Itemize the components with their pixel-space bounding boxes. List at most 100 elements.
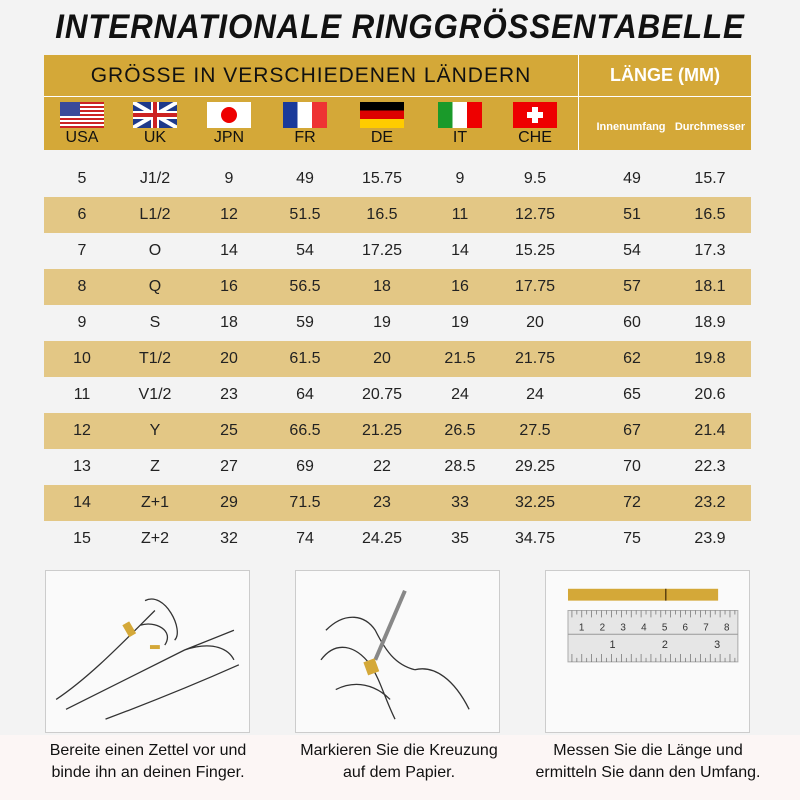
table-cell: 17.3 <box>694 242 726 259</box>
country-code: JPN <box>213 129 245 146</box>
table-row: 7 O 14 54 17.25 14 15.25 54 17.3 <box>44 233 751 269</box>
table-cell: O <box>148 242 162 259</box>
table-cell: 20.75 <box>361 386 403 403</box>
table-row: 13 Z 27 69 22 28.5 29.25 70 22.3 <box>44 449 751 485</box>
table-cell: 24 <box>451 386 469 403</box>
step-3-line-2: ermitteln Sie dann den Umfang. <box>535 764 761 781</box>
table-cell: 21.5 <box>444 350 476 367</box>
table-cell: 71.5 <box>289 494 321 511</box>
table-cell: 56.5 <box>289 278 321 295</box>
table-cell: 54 <box>623 242 641 259</box>
table-cell: 49 <box>296 170 314 187</box>
country-code: FR <box>294 129 316 146</box>
table-row: 5 J1/2 9 49 15.75 9 9.5 49 15.7 <box>44 161 751 197</box>
table-cell: 8 <box>77 278 87 295</box>
step-2-line-2: auf dem Papier. <box>342 764 456 781</box>
germany-flag-icon <box>360 102 404 128</box>
ruler-mark: 5 <box>662 622 668 633</box>
table-cell: 17.25 <box>361 242 403 259</box>
table-cell: 16 <box>220 278 238 295</box>
table-cell: 10 <box>73 350 91 367</box>
table-cell: 24.25 <box>361 530 403 547</box>
table-header: GRÖSSE IN VERSCHIEDENEN LÄNDERN LÄNGE (M… <box>44 55 751 150</box>
table-cell: 23 <box>373 494 391 511</box>
divider <box>578 55 579 150</box>
table-cell: 51.5 <box>289 206 321 223</box>
switzerland-flag-icon <box>513 102 557 128</box>
country-code: USA <box>65 129 99 146</box>
japan-flag-icon <box>207 102 251 128</box>
table-cell: 29.25 <box>514 458 556 475</box>
table-row: 8 Q 16 56.5 18 16 17.75 57 18.1 <box>44 269 751 305</box>
country-uk: UK <box>125 102 185 147</box>
table-cell: 32.25 <box>514 494 556 511</box>
table-cell: Z+1 <box>140 494 169 511</box>
table-cell: 51 <box>623 206 641 223</box>
table-cell: 12 <box>220 206 238 223</box>
table-cell: 6 <box>77 206 87 223</box>
table-cell: 66.5 <box>289 422 321 439</box>
step-2-illustration <box>295 570 500 733</box>
table-row: 6 L1/2 12 51.5 16.5 11 12.75 51 16.5 <box>44 197 751 233</box>
table-cell: 15.75 <box>361 170 403 187</box>
table-cell: 28.5 <box>444 458 476 475</box>
table-row: 12 Y 25 66.5 21.25 26.5 27.5 67 21.4 <box>44 413 751 449</box>
ruler-mark: 2 <box>662 639 668 651</box>
table-cell: V1/2 <box>138 386 172 403</box>
table-cell: 15.25 <box>514 242 556 259</box>
table-cell: 14 <box>220 242 238 259</box>
table-cell: 21.4 <box>694 422 726 439</box>
table-cell: Y <box>149 422 161 439</box>
uk-flag-icon <box>133 102 177 128</box>
table-cell: 22.3 <box>694 458 726 475</box>
table-cell: 18.9 <box>694 314 726 331</box>
table-cell: 70 <box>623 458 641 475</box>
table-cell: 12.75 <box>514 206 556 223</box>
table-cell: 5 <box>77 170 87 187</box>
table-cell: J1/2 <box>139 170 171 187</box>
step-1-line-1: Bereite einen Zettel vor und <box>49 742 247 759</box>
table-cell: 20 <box>220 350 238 367</box>
table-cell: 74 <box>296 530 314 547</box>
country-code: IT <box>452 129 468 146</box>
table-cell: 19 <box>373 314 391 331</box>
table-cell: Z+2 <box>140 530 169 547</box>
table-cell: 62 <box>623 350 641 367</box>
table-cell: 32 <box>220 530 238 547</box>
table-cell: L1/2 <box>139 206 171 223</box>
ruler-mark: 7 <box>703 622 708 633</box>
table-cell: 33 <box>451 494 469 511</box>
country-usa: USA <box>52 102 112 147</box>
table-cell: 12 <box>73 422 91 439</box>
countries-header: GRÖSSE IN VERSCHIEDENEN LÄNDERN <box>90 64 532 87</box>
table-cell: 22 <box>373 458 391 475</box>
table-cell: S <box>149 314 161 331</box>
table-cell: 14 <box>451 242 469 259</box>
table-cell: 18 <box>373 278 391 295</box>
ruler-mark: 2 <box>600 622 605 633</box>
table-cell: 16.5 <box>694 206 726 223</box>
page-title: INTERNATIONALE RINGGRÖSSENTABELLE <box>55 8 745 46</box>
ruler-mark: 6 <box>683 622 689 633</box>
table-cell: 25 <box>220 422 238 439</box>
table-cell: 69 <box>296 458 314 475</box>
table-row: 9 S 18 59 19 19 20 60 18.9 <box>44 305 751 341</box>
table-cell: 14 <box>73 494 91 511</box>
table-cell: 23 <box>220 386 238 403</box>
table-cell: 65 <box>623 386 641 403</box>
table-cell: 34.75 <box>514 530 556 547</box>
table-cell: 21.25 <box>361 422 403 439</box>
country-che: CHE <box>505 102 565 147</box>
ruler-mark: 1 <box>609 639 615 651</box>
ruler-mark: 3 <box>620 622 626 633</box>
table-cell: 67 <box>623 422 641 439</box>
ruler-mark: 4 <box>641 622 647 633</box>
country-code: CHE <box>518 129 552 146</box>
country-code: UK <box>143 129 167 146</box>
table-cell: 11 <box>451 206 469 223</box>
divider <box>44 96 751 97</box>
italy-flag-icon <box>438 102 482 128</box>
table-cell: 75 <box>623 530 641 547</box>
step-1-line-2: binde ihn an deinen Finger. <box>51 764 245 781</box>
country-code: DE <box>370 129 394 146</box>
